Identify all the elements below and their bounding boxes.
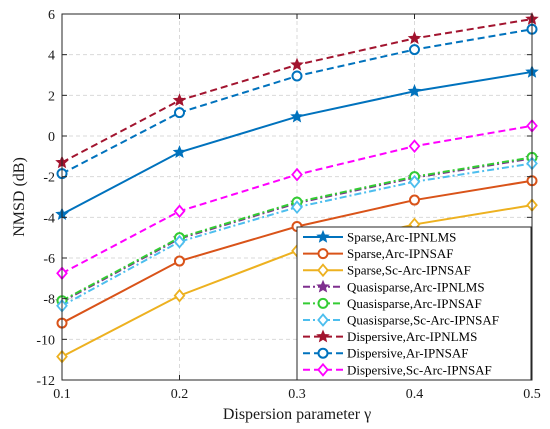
data-point: [409, 44, 420, 56]
legend-label: Quasisparse,Arc-IPNLMS: [347, 279, 485, 294]
data-point: [407, 84, 422, 98]
y-tick-label: 4: [48, 49, 55, 64]
legend-item: Sparse,Arc-IPNLMS: [303, 230, 456, 245]
x-axis-label: Dispersion parameter γ: [223, 406, 371, 423]
data-point: [173, 234, 186, 249]
legend-marker: [317, 263, 329, 278]
y-tick-label: -10: [36, 333, 55, 348]
x-tick-label: 0.5: [523, 387, 541, 402]
data-point: [172, 145, 187, 159]
x-tick-label: 0.3: [288, 387, 306, 402]
series-6: [56, 156, 538, 313]
legend-label: Dispersive,Arc-IPNLMS: [347, 329, 477, 344]
y-tick-label: -12: [36, 374, 55, 389]
legend-item: Dispersive,Arc-IPNLMS: [303, 329, 477, 344]
data-point: [173, 204, 186, 219]
legend-label: Sparse,Sc-Arc-IPNSAF: [347, 263, 471, 278]
legend-label: Dispersive,Ar-IPNSAF: [347, 346, 468, 361]
legend-marker: [317, 362, 329, 377]
data-point: [174, 107, 185, 119]
y-tick-label: 6: [48, 8, 55, 23]
legend-marker: [316, 279, 330, 293]
x-tick-label: 0.2: [171, 387, 189, 402]
data-point: [409, 194, 420, 206]
data-point: [291, 200, 303, 215]
x-tick-label: 0.4: [406, 387, 424, 402]
legend-item: Quasisparse,Sc-Arc-IPNSAF: [303, 313, 499, 328]
y-tick-label: -8: [43, 293, 55, 308]
legend-item: Dispersive,Sc-Arc-IPNSAF: [303, 362, 492, 377]
tick-labels: 0.1 0.2 0.3 0.4 0.5 -12 -10 -8 -6 -4 -2 0 2 4 6: [36, 8, 540, 402]
legend-label: Sparse,Arc-IPNSAF: [347, 246, 454, 261]
y-tick-label: -6: [43, 252, 55, 267]
data-point: [172, 93, 187, 107]
y-tick-label: -4: [43, 211, 55, 226]
data-point: [407, 31, 422, 45]
data-point: [291, 70, 303, 82]
y-axis-label: NMSD (dB): [11, 157, 28, 237]
legend-item: Quasisparse,Arc-IPNSAF: [303, 296, 482, 311]
legend-marker: [316, 229, 330, 243]
legend-item: Quasisparse,Arc-IPNLMS: [303, 279, 485, 294]
data-point: [173, 288, 186, 303]
legend-item: Dispersive,Ar-IPNSAF: [303, 346, 468, 361]
y-tick-label: 2: [48, 89, 55, 104]
data-point: [291, 167, 303, 182]
legend-item: Sparse,Arc-IPNSAF: [303, 246, 454, 261]
legend-label: Sparse,Arc-IPNLMS: [347, 230, 456, 245]
legend-marker: [317, 313, 329, 327]
legend-marker: [317, 347, 329, 359]
legend-label: Dispersive,Sc-Arc-IPNSAF: [347, 362, 492, 377]
data-point: [408, 139, 421, 154]
x-tick-label: 0.1: [53, 387, 71, 402]
legend-marker: [317, 297, 329, 309]
legend-item: Sparse,Sc-Arc-IPNSAF: [303, 263, 471, 278]
legend-label: Quasisparse,Arc-IPNSAF: [347, 296, 482, 311]
data-point: [290, 57, 304, 71]
series-layer: [55, 11, 539, 364]
data-point: [290, 109, 304, 123]
legend-label: Quasisparse,Sc-Arc-IPNSAF: [347, 313, 499, 328]
y-tick-label: -2: [43, 171, 55, 186]
y-tick-label: 0: [48, 130, 55, 145]
data-point: [408, 174, 421, 189]
legend-marker: [316, 329, 330, 343]
legend-marker: [317, 248, 329, 260]
data-point: [174, 255, 185, 267]
